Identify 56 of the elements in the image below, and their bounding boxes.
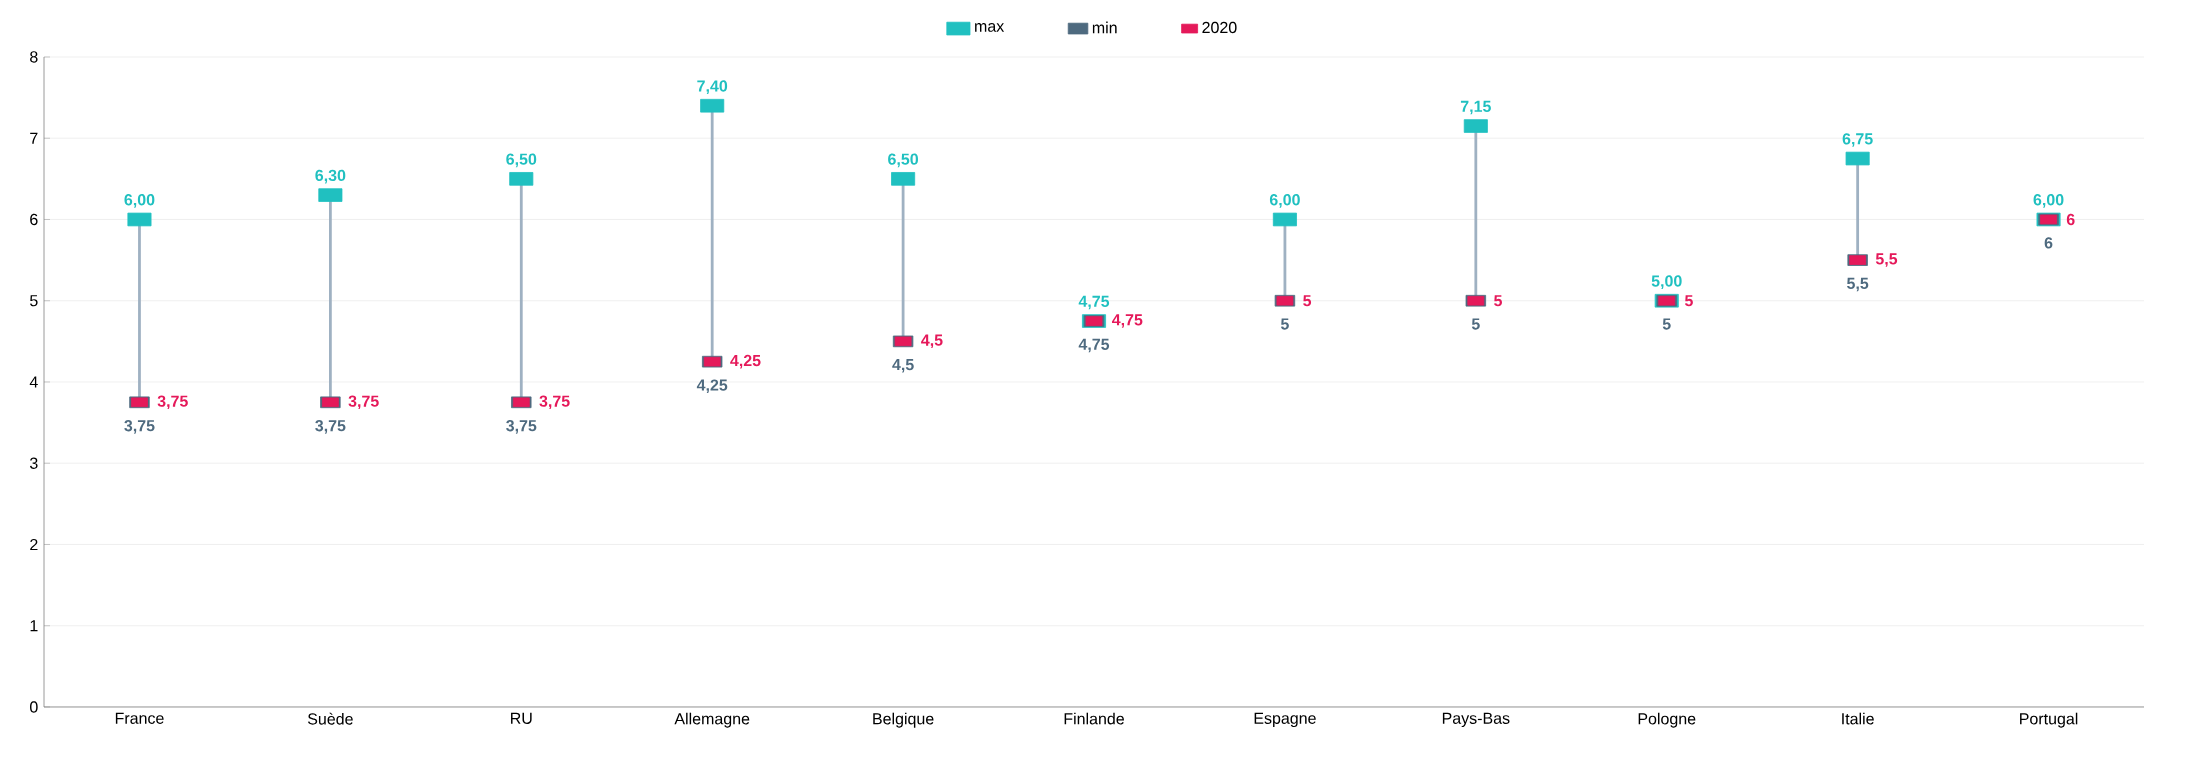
legend-label: max <box>975 23 1005 32</box>
data-label: 4,5 <box>921 334 943 349</box>
x-tick-label: Pologne <box>1638 712 1696 728</box>
data-label: 4,25 <box>730 354 761 369</box>
data-label: 5 <box>1684 295 1693 307</box>
data-label: 4,75 <box>1078 338 1110 353</box>
data-label: 5,00 <box>1651 275 1682 289</box>
x-tick-label: Portugal <box>2020 712 2078 728</box>
x-tick-label: Pays-Bas <box>1442 712 1510 728</box>
data-label: 5,5 <box>1847 277 1869 292</box>
x-tick-label: Espagne <box>1254 712 1316 728</box>
data-label: 3,75 <box>539 395 570 410</box>
data-label: 4,5 <box>892 359 914 373</box>
data-label: 3,75 <box>506 420 537 434</box>
x-tick-label: Finlande <box>1064 712 1124 725</box>
data-label: 3,75 <box>124 420 155 434</box>
data-label: 6,00 <box>124 194 155 208</box>
x-tick-label: Suède <box>307 712 353 725</box>
data-label: 5 <box>1494 295 1502 307</box>
y-tick-label: 1 <box>30 620 38 632</box>
data-label: 6 <box>2044 237 2053 249</box>
x-tick-label: France <box>115 712 164 724</box>
data-label: 6,00 <box>1269 194 1300 208</box>
data-label: 5 <box>1303 295 1312 307</box>
y-tick-label: 5 <box>30 295 38 307</box>
data-label: 6,50 <box>506 153 537 168</box>
x-tick-label: Italie <box>1842 712 1874 725</box>
data-label: 5 <box>1471 318 1480 330</box>
y-tick-label: 0 <box>30 701 38 713</box>
data-label: 4,75 <box>1111 314 1143 328</box>
y-tick-label: 3 <box>29 457 38 469</box>
data-label: 6,50 <box>888 153 919 168</box>
data-label: 4,25 <box>696 379 728 394</box>
data-label: 6,30 <box>315 169 346 184</box>
y-tick-label: 4 <box>29 376 38 388</box>
y-tick-label: 6 <box>30 213 38 226</box>
y-tick-label: 2 <box>30 538 38 551</box>
data-label: 6,00 <box>2033 194 2064 208</box>
data-label: 5,5 <box>1875 253 1898 267</box>
y-tick-label: 8 <box>30 51 38 63</box>
legend-label: 2020 <box>1202 21 1237 34</box>
x-tick-label: RU <box>511 712 532 724</box>
data-label: 4,75 <box>1078 295 1110 310</box>
data-label: 3,75 <box>315 420 346 434</box>
data-label: 6,75 <box>1842 133 1873 147</box>
data-label: 7,15 <box>1460 100 1491 115</box>
data-label: 7,40 <box>697 80 728 94</box>
data-label: 5 <box>1280 318 1289 330</box>
data-label: 3,75 <box>157 395 188 410</box>
data-label: 5 <box>1662 318 1671 330</box>
legend-label: min <box>1092 21 1117 34</box>
data-label: 3,75 <box>348 395 379 410</box>
data-label: 6 <box>2066 213 2075 226</box>
x-tick-label: Belgique <box>873 712 934 728</box>
x-tick-label: Allemagne <box>674 712 750 728</box>
y-tick-label: 7 <box>30 132 38 144</box>
